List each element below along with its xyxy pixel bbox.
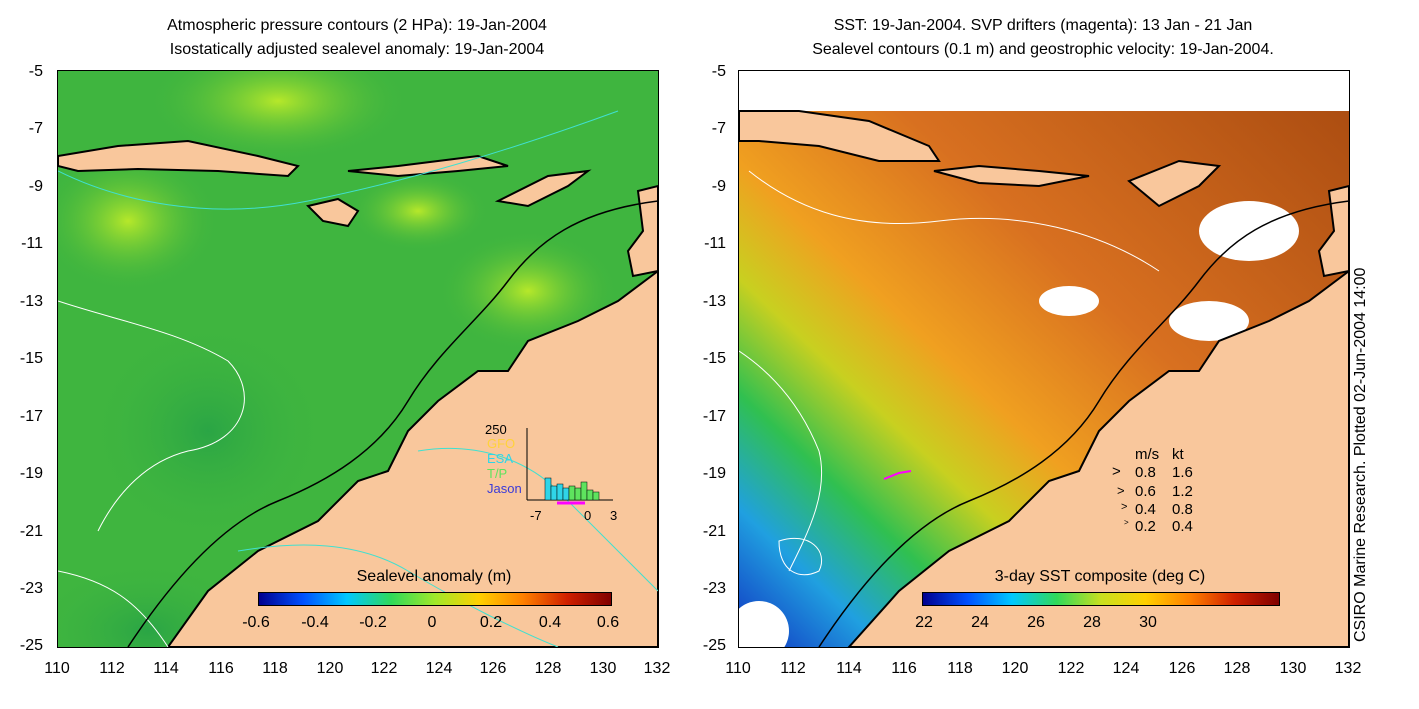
left-xtick-label: 114	[153, 660, 179, 677]
right-ytick-label: -15	[702, 350, 726, 367]
velocity-legend-kt: 1.6	[1172, 464, 1193, 481]
left-colorbar-title: Sealevel anomaly (m)	[356, 568, 512, 585]
velocity-legend-arrow-0.8: >	[1112, 463, 1121, 480]
left-title-line2: Isostatically adjusted sealevel anomaly:…	[169, 41, 545, 58]
left-xtick-label: 132	[643, 660, 671, 677]
right-xtick-label: 116	[891, 660, 917, 677]
velocity-legend-arrow-0.4: >	[1121, 501, 1128, 513]
left-ytick-label: -21	[19, 523, 43, 540]
left-xtick-label: 110	[44, 660, 70, 677]
right-xtick-label: 110	[725, 660, 751, 677]
left-ytick-label: -13	[19, 293, 43, 310]
histogram-legend-gfo: GFO	[487, 436, 516, 451]
right-xtick-label: 130	[1279, 660, 1307, 677]
left-colorbar-label: -0.2	[359, 614, 387, 631]
right-title-line1: SST: 19-Jan-2004. SVP drifters (magenta)…	[833, 17, 1253, 34]
left-colorbar-label: 0.6	[596, 614, 620, 631]
left-ytick-label: -25	[19, 637, 43, 654]
right-ytick-label: -21	[702, 523, 726, 540]
left-ytick-label: -15	[19, 350, 43, 367]
left-xtick-label: 124	[425, 660, 453, 677]
right-ytick-label: -5	[711, 63, 726, 80]
histogram-xlabel-max: 3	[610, 508, 618, 523]
right-xtick-label: 126	[1168, 660, 1196, 677]
right-ytick-label: -19	[702, 465, 726, 482]
left-xtick-label: 130	[589, 660, 617, 677]
right-ytick-label: -25	[702, 637, 726, 654]
left-ytick-label: -9	[28, 178, 43, 195]
left-colorbar-label: -0.6	[242, 614, 270, 631]
velocity-legend-ms: 0.2	[1135, 518, 1156, 535]
histogram-legend-tp: T/P	[487, 466, 508, 481]
right-colorbar	[922, 592, 1280, 606]
sst-map	[738, 70, 1350, 648]
right-xtick-label: 114	[836, 660, 862, 677]
left-colorbar-label: 0.2	[479, 614, 503, 631]
velocity-legend-header-kt: kt	[1172, 446, 1184, 463]
left-ytick-label: -11	[21, 235, 43, 252]
sealevel-map	[57, 70, 659, 648]
right-ytick-label: -13	[702, 293, 726, 310]
left-ytick-label: -5	[28, 63, 43, 80]
left-ytick-label: -23	[19, 580, 43, 597]
right-xtick-label: 120	[1001, 660, 1029, 677]
left-ytick-label: -19	[19, 465, 43, 482]
right-xtick-label: 124	[1112, 660, 1140, 677]
left-ytick-label: -17	[19, 408, 43, 425]
right-ytick-label: -23	[702, 580, 726, 597]
left-colorbar-label: -0.4	[301, 614, 329, 631]
velocity-legend-arrow-0.6: >	[1117, 483, 1125, 498]
right-xtick-label: 118	[947, 660, 973, 677]
histogram-legend-esa: ESA	[487, 451, 514, 466]
left-ytick-label: -7	[28, 120, 43, 137]
histogram-xlabel-zero: 0	[584, 508, 592, 523]
right-ytick-label: -9	[711, 178, 726, 195]
right-colorbar-label: 30	[1139, 614, 1157, 631]
right-colorbar-label: 22	[915, 614, 933, 631]
left-colorbar-label: 0.4	[538, 614, 562, 631]
velocity-legend-ms: 0.4	[1135, 501, 1156, 518]
velocity-legend-ms: 0.6	[1135, 483, 1156, 500]
right-ytick-label: -17	[702, 408, 726, 425]
right-title-line2: Sealevel contours (0.1 m) and geostrophi…	[812, 41, 1274, 58]
left-title-line1: Atmospheric pressure contours (2 HPa): 1…	[167, 17, 547, 34]
left-xtick-label: 128	[534, 660, 562, 677]
left-xtick-label: 126	[479, 660, 507, 677]
histogram-legend-jason: Jason	[487, 481, 522, 496]
left-xtick-label: 122	[370, 660, 398, 677]
right-xtick-label: 132	[1334, 660, 1362, 677]
right-ytick-label: -11	[704, 235, 726, 252]
right-colorbar-label: 26	[1027, 614, 1045, 631]
velocity-legend-ms: 0.8	[1135, 464, 1156, 481]
velocity-legend-kt: 0.4	[1172, 518, 1193, 535]
left-colorbar-label: 0	[427, 614, 437, 631]
histogram	[526, 428, 613, 505]
right-ytick-label: -7	[711, 120, 726, 137]
left-xtick-label: 118	[262, 660, 288, 677]
plot-credit: CSIRO Marine Research. Plotted 02-Jun-20…	[1352, 267, 1369, 642]
velocity-legend-arrow-0.2: >	[1124, 518, 1129, 527]
left-xtick-label: 116	[208, 660, 234, 677]
right-colorbar-label: 24	[971, 614, 989, 631]
velocity-legend-kt: 1.2	[1172, 483, 1193, 500]
histogram-xlabel-min: -7	[530, 508, 542, 523]
left-colorbar	[258, 592, 612, 606]
left-xtick-label: 120	[316, 660, 344, 677]
velocity-legend-header-ms: m/s	[1135, 446, 1160, 463]
histogram-ymax-label: 250	[485, 422, 507, 437]
right-xtick-label: 112	[780, 660, 806, 677]
right-colorbar-label: 28	[1083, 614, 1101, 631]
right-xtick-label: 122	[1057, 660, 1085, 677]
left-xtick-label: 112	[99, 660, 125, 677]
right-xtick-label: 128	[1223, 660, 1251, 677]
velocity-legend-kt: 0.8	[1172, 501, 1193, 518]
right-colorbar-title: 3-day SST composite (deg C)	[994, 568, 1206, 585]
